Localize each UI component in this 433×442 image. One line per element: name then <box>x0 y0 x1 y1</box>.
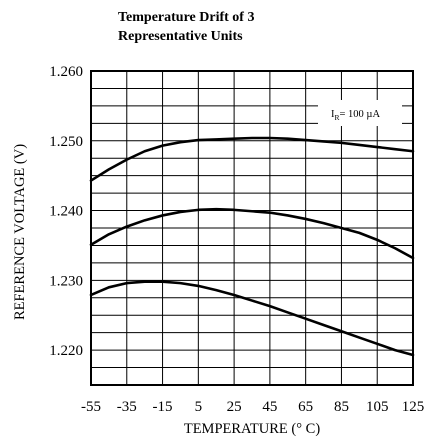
x-tick-label: -35 <box>117 399 137 415</box>
annotation-background <box>318 100 402 126</box>
series-line-2 <box>89 207 415 260</box>
x-tick-label: 25 <box>227 399 242 415</box>
x-tick-label: 5 <box>195 399 203 415</box>
x-tick-label: 105 <box>366 399 389 415</box>
x-tick-label: 125 <box>402 399 425 415</box>
y-tick-label: 1.220 <box>49 343 83 359</box>
y-tick-label: 1.230 <box>49 273 83 289</box>
annotation-text: IR= 100 µA <box>331 109 380 122</box>
x-tick-label: 85 <box>334 399 349 415</box>
y-axis-label: REFERENCE VOLTAGE (V) <box>12 144 28 320</box>
y-tick-labels: 1.220 1.230 1.240 1.250 1.260 <box>49 64 83 359</box>
x-tick-labels: -55 -35 -15 5 25 45 65 85 105 125 <box>81 399 424 415</box>
y-tick-label: 1.260 <box>49 64 83 80</box>
current-annotation: IR= 100 µA <box>318 100 402 126</box>
y-tick-label: 1.240 <box>49 204 83 220</box>
x-tick-label: -55 <box>81 399 101 415</box>
series-lines <box>89 136 415 357</box>
x-tick-label: -15 <box>153 399 173 415</box>
y-tick-label: 1.250 <box>49 134 83 150</box>
chart-title-line-1: Temperature Drift of 3 <box>118 10 254 25</box>
x-tick-label: 65 <box>298 399 313 415</box>
series-line-3 <box>89 280 415 357</box>
x-axis-label: TEMPERATURE (° C) <box>184 421 320 437</box>
chart-title-line-2: Representative Units <box>118 29 243 44</box>
plot-frame <box>90 70 414 386</box>
x-tick-label: 45 <box>262 399 277 415</box>
series-line-1 <box>89 136 415 182</box>
